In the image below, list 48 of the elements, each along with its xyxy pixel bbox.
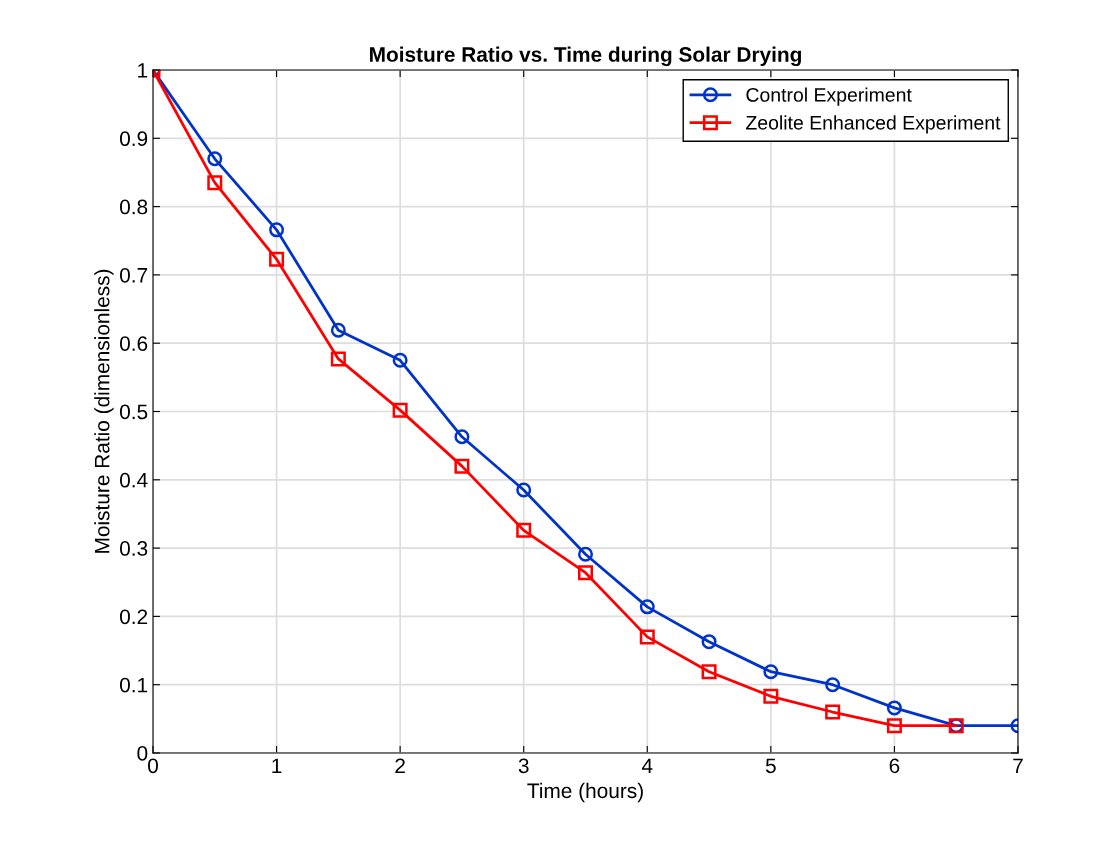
point [639,629,655,645]
point [886,700,902,716]
point [763,664,779,680]
point [763,688,779,704]
x-axis-title: Time (hours) [527,782,643,803]
point [269,222,285,238]
legend-label: Control Experiment [746,87,912,106]
legend-label: Zeolite Enhanced Experiment [746,115,1001,134]
y-tick-label: 0 [137,746,148,761]
y-tick-label: 1 [138,63,148,78]
point [392,352,408,368]
point [886,718,902,734]
point [578,565,593,581]
point [330,322,346,338]
y-tick-label: 0.3 [119,541,148,556]
y-tick-label: 0.4 [119,472,148,488]
point [207,151,223,167]
x-tick-label: 6 [889,758,900,774]
point [825,677,841,693]
x-tick-label: 2 [395,758,405,773]
point [825,704,841,720]
y-tick-label: 0.6 [119,336,148,351]
point [516,522,532,538]
chart-title: Moisture Ratio vs. Time during Solar Drying [370,46,801,67]
y-tick-label: 0.2 [119,609,148,625]
point [639,599,655,615]
point [701,664,717,680]
point [392,402,408,418]
point [207,175,223,191]
point [454,458,470,474]
y-tick-label: 0.9 [119,131,148,147]
y-tick-label: 0.7 [119,267,148,283]
y-tick-label: 0.1 [119,677,148,693]
y-axis-title: Moisture Ratio (dimensionless) [94,269,114,553]
x-tick-label: 0 [148,758,158,774]
x-tick-label: 1 [272,758,282,773]
point [330,351,346,367]
x-tick-label: 4 [641,758,653,773]
x-tick-label: 5 [765,758,776,774]
x-tick-label: 7 [1013,758,1023,773]
point [701,634,717,650]
point [578,546,593,562]
x-tick-label: 3 [518,758,529,774]
point [269,251,285,267]
point [516,482,532,498]
y-tick-label: 0.8 [119,199,148,215]
y-tick-label: 0.5 [119,404,148,420]
point [454,429,470,445]
